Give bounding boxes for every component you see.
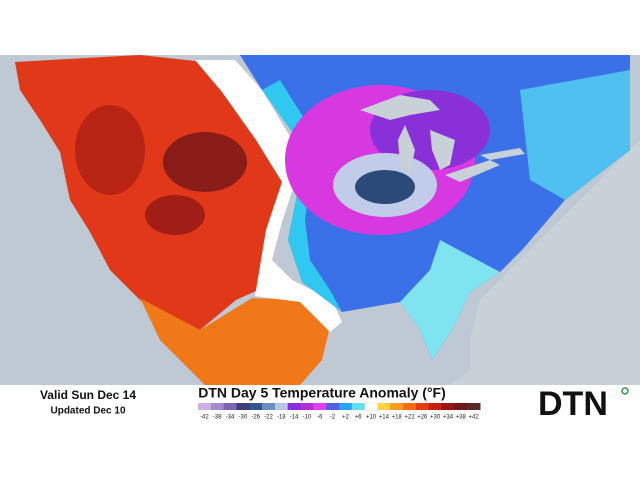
lake (480, 148, 525, 160)
cool-southeast (400, 240, 500, 360)
legend-label: -34 (226, 415, 235, 421)
legend-swatch (351, 403, 366, 410)
legend-swatch (326, 403, 340, 410)
legend-label: +6 (355, 415, 363, 421)
legend: -42 -38 -34 -30 -26 -22 -18 -14 -10 -6 -2 +2 +6 +10 +1… (198, 402, 481, 421)
legend-label: -38 (213, 415, 222, 421)
legend-label: +18 (392, 415, 403, 421)
legend-swatch (390, 403, 404, 410)
lake (445, 160, 500, 182)
warm-mexico (140, 298, 332, 385)
neutral-band (195, 60, 342, 332)
legend-swatch (198, 403, 212, 410)
logo-dot (621, 387, 629, 395)
valid-date: Valid Sun Dec 14 (40, 388, 136, 402)
legend-label: -10 (303, 415, 312, 421)
hot-core (75, 105, 145, 195)
legend-swatch (441, 403, 455, 410)
legend-label: -6 (317, 415, 323, 421)
legend-label: +2 (342, 415, 350, 421)
legend-swatch (377, 403, 391, 410)
legend-label: -2 (330, 415, 336, 421)
legend-label: -22 (264, 415, 273, 421)
map (0, 55, 640, 385)
map-title: DTN Day 5 Temperature Anomaly (°F) (198, 385, 446, 401)
legend-swatch (339, 403, 353, 410)
legend-swatch (223, 403, 237, 410)
legend-swatch (428, 403, 443, 410)
lake (430, 130, 455, 170)
legend-swatch (415, 403, 430, 410)
legend-label: +42 (468, 415, 479, 421)
legend-label: -14 (290, 415, 299, 421)
cool-northeast (520, 70, 630, 200)
hot-core (145, 195, 205, 235)
logo: DTN (538, 385, 608, 423)
legend-label: -30 (239, 415, 248, 421)
legend-label: +38 (456, 415, 467, 421)
legend-swatch (403, 403, 417, 410)
legend-swatch (236, 403, 250, 410)
legend-label: +22 (404, 415, 415, 421)
legend-swatch (274, 403, 289, 410)
hot-core (163, 132, 247, 192)
legend-label: -18 (277, 415, 286, 421)
cold-core (355, 170, 415, 204)
legend-label: +34 (443, 415, 454, 421)
legend-label: +10 (366, 415, 377, 421)
legend-swatch (467, 403, 481, 410)
lake (398, 125, 415, 175)
legend-label: +30 (430, 415, 441, 421)
legend-swatch (300, 403, 314, 410)
updated-date: Updated Dec 10 (50, 406, 125, 417)
legend-swatch (210, 403, 225, 410)
legend-swatch (262, 403, 276, 410)
legend-swatch (249, 403, 263, 410)
legend-swatch (313, 403, 327, 410)
legend-label: -42 (200, 415, 209, 421)
legend-swatch (287, 403, 302, 410)
lake (360, 95, 440, 120)
legend-label: -26 (251, 415, 260, 421)
legend-label: +14 (379, 415, 390, 421)
legend-swatch (454, 403, 468, 410)
legend-label: +26 (417, 415, 428, 421)
legend-swatch (364, 402, 379, 411)
